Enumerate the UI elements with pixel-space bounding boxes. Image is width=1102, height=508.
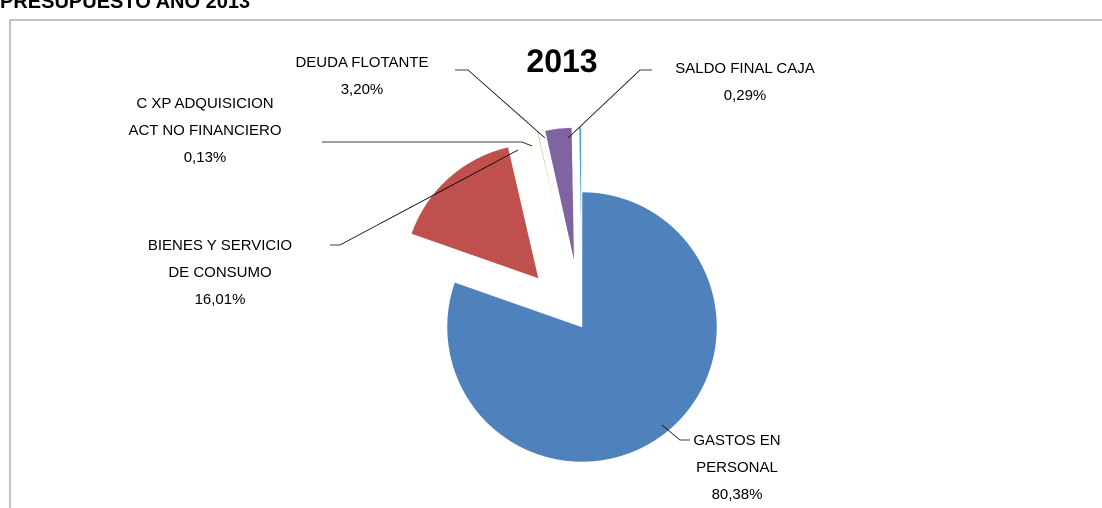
category-label: GASTOS EN PERSONAL — [693, 432, 781, 476]
leader-line — [567, 69, 652, 139]
data-label: C XP ADQUISICION ACT NO FINANCIERO 0,13% — [125, 90, 285, 171]
pie-slice — [446, 191, 718, 463]
chart-border — [9, 19, 1102, 508]
pie — [410, 126, 718, 463]
pie-slice — [578, 126, 582, 263]
value-label: 0,13% — [183, 149, 227, 166]
leader-line — [322, 141, 533, 147]
value-label: 16,01% — [194, 291, 246, 308]
leader-lines — [322, 69, 690, 441]
leader-line — [661, 424, 690, 441]
value-label: 3,20% — [340, 81, 384, 98]
pie-slice — [544, 127, 575, 263]
value-label: 0,29% — [723, 87, 767, 104]
value-label: 80,38% — [711, 486, 763, 503]
data-label: BIENES Y SERVICIO DE CONSUMO 16,01% — [145, 232, 295, 313]
data-label: DEUDA FLOTANTE 3,20% — [262, 49, 462, 103]
category-label: DEUDA FLOTANTE — [295, 54, 429, 71]
category-label: C XP ADQUISICION ACT NO FINANCIERO — [128, 95, 282, 139]
leader-line — [455, 69, 546, 139]
category-label: SALDO FINAL CAJA — [675, 60, 815, 77]
data-label: GASTOS EN PERSONAL 80,38% — [682, 427, 792, 508]
data-label: SALDO FINAL CAJA 0,29% — [645, 55, 845, 109]
chart-title: 2013 — [526, 43, 597, 79]
pie-slice — [410, 146, 539, 279]
page-heading: PRESUPUESTO AÑO 2013 — [0, 0, 251, 13]
category-label: BIENES Y SERVICIO DE CONSUMO — [147, 237, 293, 281]
leader-line — [330, 149, 519, 246]
